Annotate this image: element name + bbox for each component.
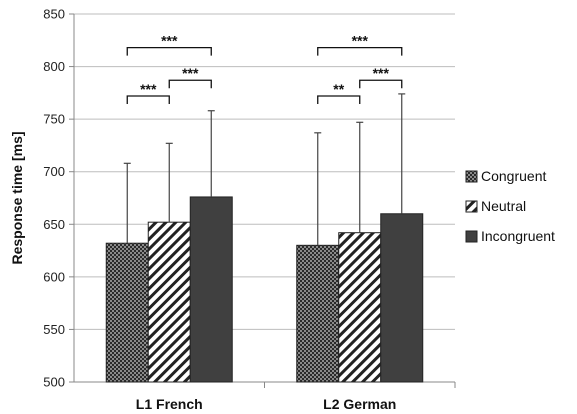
y-tick-label: 850 xyxy=(43,7,65,22)
y-tick-label: 600 xyxy=(43,269,65,284)
legend-label-incongruent: Incongruent xyxy=(481,228,555,244)
significance-label: *** xyxy=(352,33,369,49)
legend-label-congruent: Congruent xyxy=(481,168,546,184)
significance-label: *** xyxy=(140,81,157,97)
y-tick-label: 550 xyxy=(43,322,65,337)
significance-label: *** xyxy=(161,33,178,49)
significance-bracket xyxy=(168,79,212,89)
significance-bracket xyxy=(317,46,403,56)
significance-label: *** xyxy=(373,65,390,81)
x-category-label: L1 French xyxy=(136,396,203,412)
bar-congruent xyxy=(105,242,149,383)
significance-brackets: ***************** xyxy=(126,33,403,105)
y-tick-label: 650 xyxy=(43,217,65,232)
legend: Congruent Neutral Incongruent xyxy=(465,168,555,244)
legend-swatch-neutral xyxy=(465,200,478,213)
y-tick-label: 500 xyxy=(43,375,65,390)
legend-swatch-incongruent xyxy=(465,230,478,243)
y-tick-label: 750 xyxy=(43,112,65,127)
y-axis-label: Response time [ms] xyxy=(9,131,25,264)
bars xyxy=(105,196,424,383)
significance-bracket xyxy=(359,79,403,89)
bar-neutral xyxy=(338,232,382,383)
significance-label: ** xyxy=(333,81,344,97)
significance-bracket xyxy=(317,95,361,105)
y-tick-label: 700 xyxy=(43,164,65,179)
error-bars xyxy=(123,93,406,246)
significance-bracket xyxy=(126,95,170,105)
bar-incongruent xyxy=(380,213,424,383)
bar-incongruent xyxy=(189,196,233,383)
significance-bracket xyxy=(126,46,212,56)
bar-neutral xyxy=(147,221,191,383)
bar-congruent xyxy=(296,244,340,383)
legend-label-neutral: Neutral xyxy=(481,198,526,214)
y-tick-label: 800 xyxy=(43,59,65,74)
x-category-label: L2 German xyxy=(323,396,396,412)
legend-swatch-congruent xyxy=(465,170,478,183)
significance-label: *** xyxy=(182,65,199,81)
